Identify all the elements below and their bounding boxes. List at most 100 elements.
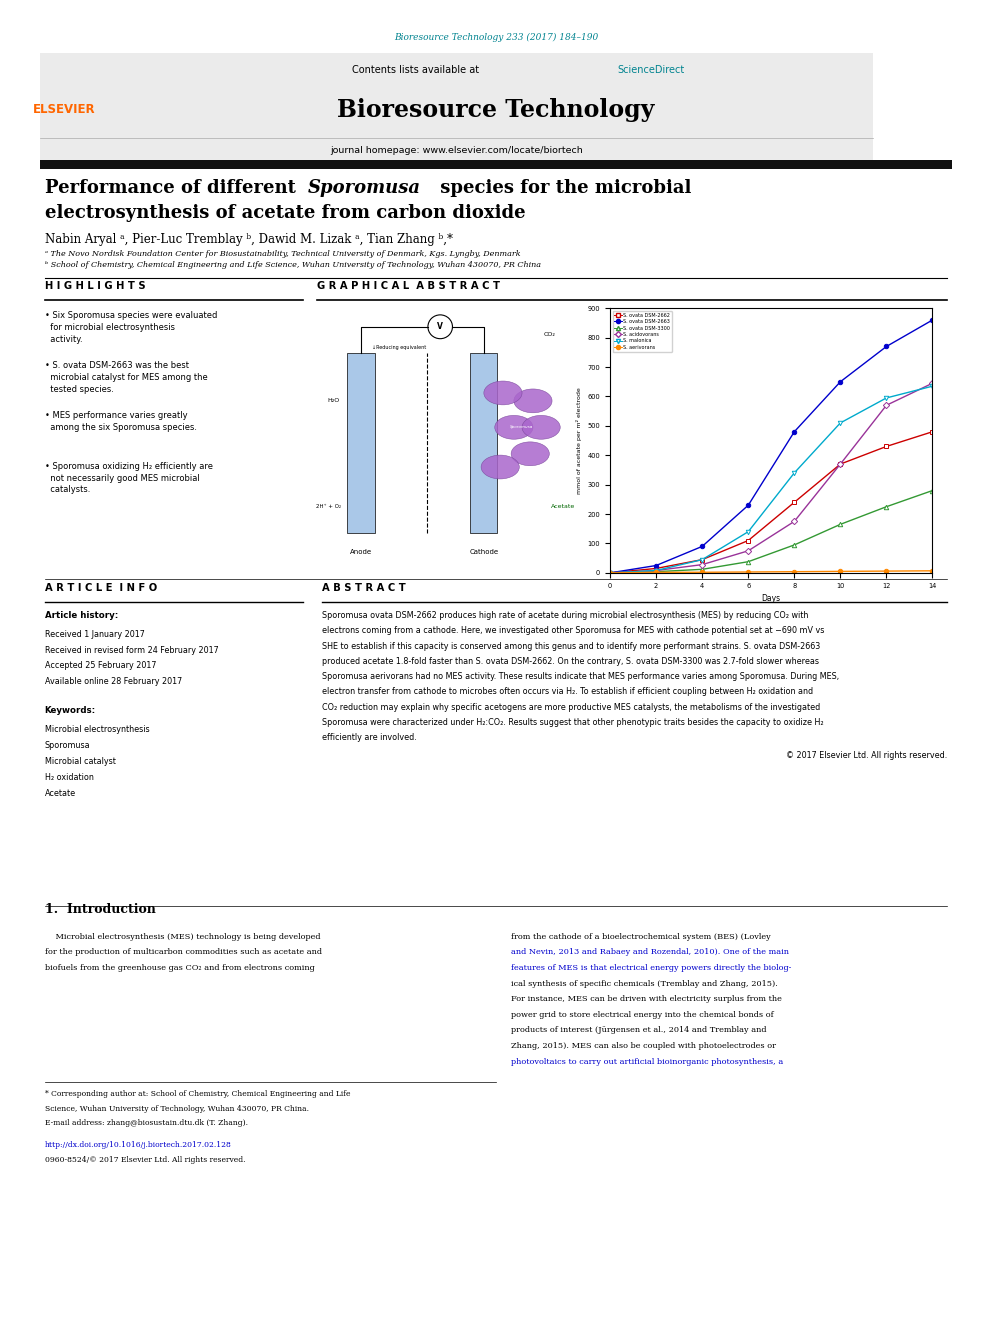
Text: power grid to store electrical energy into the chemical bonds of: power grid to store electrical energy in… (511, 1011, 774, 1019)
Text: ↓Reducing equivalent: ↓Reducing equivalent (372, 345, 427, 351)
Text: Available online 28 February 2017: Available online 28 February 2017 (45, 677, 182, 687)
Text: Nabin Aryal ᵃ, Pier-Luc Tremblay ᵇ, Dawid M. Lizak ᵃ, Tian Zhang ᵇ,*: Nabin Aryal ᵃ, Pier-Luc Tremblay ᵇ, Dawi… (45, 233, 452, 246)
Text: journal homepage: www.elsevier.com/locate/biortech: journal homepage: www.elsevier.com/locat… (330, 147, 582, 155)
Text: SHE to establish if this capacity is conserved among this genus and to identify : SHE to establish if this capacity is con… (322, 642, 820, 651)
S. ovata DSM-2662 (834, 456, 846, 472)
S. acidovorans (742, 542, 754, 558)
S. malonica (927, 378, 938, 394)
Ellipse shape (514, 389, 552, 413)
Line: S. ovata DSM-3300: S. ovata DSM-3300 (608, 488, 934, 576)
S. ovata DSM-2662 (742, 533, 754, 549)
Text: electrons coming from a cathode. Here, we investigated other Sporomusa for MES w: electrons coming from a cathode. Here, w… (322, 626, 824, 635)
Ellipse shape (511, 442, 550, 466)
Legend: S. ovata DSM-2662, S. ovata DSM-2663, S. ovata DSM-3300, S. acidovorans, S. malo: S. ovata DSM-2662, S. ovata DSM-2663, S.… (612, 311, 672, 352)
Y-axis label: mmol of acetate per m² electrode: mmol of acetate per m² electrode (576, 388, 582, 493)
Text: * Corresponding author at: School of Chemistry, Chemical Engineering and Life: * Corresponding author at: School of Che… (45, 1090, 350, 1098)
Text: G R A P H I C A L  A B S T R A C T: G R A P H I C A L A B S T R A C T (317, 280, 500, 291)
Text: features of MES is that electrical energy powers directly the biolog-: features of MES is that electrical energ… (511, 964, 792, 972)
S. ovata DSM-3300 (789, 537, 801, 553)
S. malonica (881, 390, 893, 406)
Text: Contents lists available at: Contents lists available at (352, 65, 482, 75)
Text: Sporomusa ovata DSM-2662 produces high rate of acetate during microbial electros: Sporomusa ovata DSM-2662 produces high r… (322, 611, 808, 620)
S. ovata DSM-2662 (650, 561, 662, 577)
S. ovata DSM-2662 (789, 495, 801, 511)
Bar (40, 160, 952, 169)
Ellipse shape (495, 415, 533, 439)
Text: Science, Wuhan University of Technology, Wuhan 430070, PR China.: Science, Wuhan University of Technology,… (45, 1105, 309, 1113)
Text: Acetate: Acetate (551, 504, 575, 509)
Text: V: V (437, 323, 443, 331)
S. ovata DSM-3300 (650, 564, 662, 579)
Text: Article history:: Article history: (45, 611, 118, 620)
S. aerivorans (834, 564, 846, 579)
S. ovata DSM-3300 (881, 499, 893, 515)
S. ovata DSM-2663 (650, 557, 662, 573)
Bar (40, 53, 873, 161)
S. malonica (742, 524, 754, 540)
Ellipse shape (522, 415, 560, 439)
S. ovata DSM-3300 (742, 554, 754, 570)
S. aerivorans (881, 564, 893, 579)
Text: produced acetate 1.8-fold faster than S. ovata DSM-2662. On the contrary, S. ova: produced acetate 1.8-fold faster than S.… (322, 656, 819, 665)
Text: Sporomusa: Sporomusa (308, 179, 421, 197)
Text: Microbial electrosynthesis (MES) technology is being developed: Microbial electrosynthesis (MES) technol… (45, 933, 320, 941)
Text: for the production of multicarbon commodities such as acetate and: for the production of multicarbon commod… (45, 949, 321, 957)
S. ovata DSM-2663 (742, 497, 754, 513)
Line: S. aerivorans: S. aerivorans (608, 569, 934, 576)
S. ovata DSM-2663 (927, 312, 938, 328)
Line: S. acidovorans: S. acidovorans (608, 381, 934, 576)
Text: Cathode: Cathode (469, 549, 498, 554)
Text: 1.  Introduction: 1. Introduction (45, 902, 156, 916)
S. ovata DSM-2662 (696, 552, 708, 568)
Line: S. ovata DSM-2662: S. ovata DSM-2662 (608, 430, 934, 576)
S. malonica (604, 565, 616, 581)
S. ovata DSM-3300 (696, 561, 708, 577)
Text: H₂ oxidation: H₂ oxidation (45, 773, 93, 782)
Text: Bioresource Technology: Bioresource Technology (337, 98, 655, 122)
Text: Microbial catalyst: Microbial catalyst (45, 757, 115, 766)
Text: For instance, MES can be driven with electricity surplus from the: For instance, MES can be driven with ele… (511, 995, 782, 1003)
S. ovata DSM-3300 (834, 516, 846, 532)
Text: Bioresource Technology 233 (2017) 184–190: Bioresource Technology 233 (2017) 184–19… (394, 33, 598, 41)
S. ovata DSM-2663 (789, 423, 801, 439)
Text: E-mail address: zhang@biosustain.dtu.dk (T. Zhang).: E-mail address: zhang@biosustain.dtu.dk … (45, 1119, 248, 1127)
Text: A B S T R A C T: A B S T R A C T (322, 582, 406, 593)
S. acidovorans (650, 562, 662, 578)
Bar (347, 353, 375, 533)
Text: biofuels from the greenhouse gas CO₂ and from electrons coming: biofuels from the greenhouse gas CO₂ and… (45, 964, 314, 972)
S. ovata DSM-2663 (881, 339, 893, 355)
S. acidovorans (927, 376, 938, 392)
Text: Zhang, 2015). MES can also be coupled with photoelectrodes or: Zhang, 2015). MES can also be coupled wi… (511, 1043, 776, 1050)
Text: photovoltaics to carry out artificial bioinorganic photosynthesis, a: photovoltaics to carry out artificial bi… (511, 1057, 783, 1065)
S. acidovorans (881, 397, 893, 413)
Text: Sporomusa aerivorans had no MES activity. These results indicate that MES perfor: Sporomusa aerivorans had no MES activity… (322, 672, 839, 681)
Text: ScienceDirect: ScienceDirect (617, 65, 684, 75)
S. aerivorans (742, 564, 754, 579)
Text: H₂O: H₂O (327, 398, 340, 404)
Text: ELSEVIER: ELSEVIER (33, 103, 96, 116)
Bar (470, 353, 497, 533)
Text: Received in revised form 24 February 2017: Received in revised form 24 February 201… (45, 646, 218, 655)
S. ovata DSM-2662 (604, 565, 616, 581)
S. ovata DSM-3300 (927, 483, 938, 499)
Text: Anode: Anode (350, 549, 372, 554)
Text: Acetate: Acetate (45, 789, 75, 798)
Line: S. ovata DSM-2663: S. ovata DSM-2663 (608, 318, 934, 576)
Text: Microbial electrosynthesis: Microbial electrosynthesis (45, 725, 149, 734)
Text: and Nevin, 2013 and Rabaey and Rozendal, 2010). One of the main: and Nevin, 2013 and Rabaey and Rozendal,… (511, 949, 789, 957)
S. aerivorans (927, 562, 938, 578)
Text: • S. ovata DSM-2663 was the best
  microbial catalyst for MES among the
  tested: • S. ovata DSM-2663 was the best microbi… (45, 361, 207, 394)
Text: ical synthesis of specific chemicals (Tremblay and Zhang, 2015).: ical synthesis of specific chemicals (Tr… (511, 979, 778, 987)
S. aerivorans (650, 565, 662, 581)
Text: ᵃ The Novo Nordisk Foundation Center for Biosustainability, Technical University: ᵃ The Novo Nordisk Foundation Center for… (45, 250, 520, 258)
S. aerivorans (789, 564, 801, 579)
Text: CO₂ reduction may explain why specific acetogens are more productive MES catalys: CO₂ reduction may explain why specific a… (322, 703, 820, 712)
Text: CO₂: CO₂ (544, 332, 556, 337)
S. ovata DSM-2663 (604, 565, 616, 581)
S. acidovorans (604, 565, 616, 581)
Text: • Sporomusa oxidizing H₂ efficiently are
  not necessarily good MES microbial
  : • Sporomusa oxidizing H₂ efficiently are… (45, 462, 212, 495)
Text: electrosynthesis of acetate from carbon dioxide: electrosynthesis of acetate from carbon … (45, 204, 526, 222)
Text: Sporomusa: Sporomusa (45, 741, 90, 750)
Text: Performance of different: Performance of different (45, 179, 302, 197)
S. acidovorans (789, 513, 801, 529)
